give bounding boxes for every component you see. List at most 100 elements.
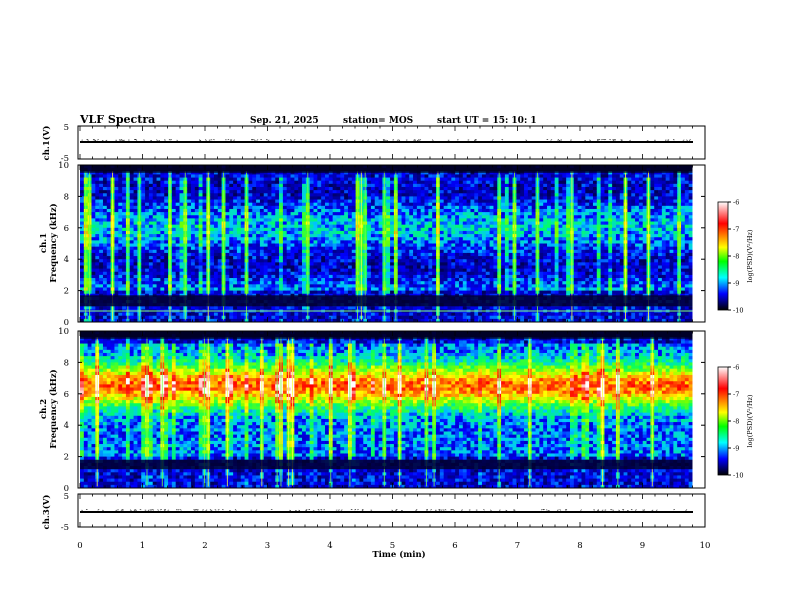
spec1-cell xyxy=(416,227,422,232)
spec1-cell xyxy=(351,212,357,216)
spec1-cell xyxy=(102,290,108,295)
spec1-cell xyxy=(252,205,257,210)
spec1-cell xyxy=(229,281,234,285)
spec1-cell xyxy=(370,252,376,257)
spec1-cell xyxy=(317,177,322,182)
spec1-cell xyxy=(217,240,223,244)
spec1-cell xyxy=(443,290,448,295)
spec1-cell xyxy=(439,215,445,219)
spec1-cell xyxy=(298,259,303,263)
spec1-cell xyxy=(236,212,242,216)
spec1-cell xyxy=(294,174,299,178)
spec1-cell xyxy=(340,306,345,310)
spec1-cell xyxy=(198,284,203,288)
spec1-cell xyxy=(106,268,112,273)
spec1-cell xyxy=(175,212,180,216)
spec1-cell xyxy=(217,246,223,251)
spec1-cell xyxy=(240,190,246,194)
spec1-cell xyxy=(160,224,165,229)
spec1-cell xyxy=(298,230,303,235)
spec1-cell xyxy=(175,256,180,260)
spec1-cell xyxy=(428,215,433,219)
spec1-cell xyxy=(298,221,303,226)
spec1-cell xyxy=(328,287,334,291)
spec1-cell xyxy=(386,290,391,295)
spec1-cell xyxy=(416,243,422,248)
spec1-cell xyxy=(129,265,134,270)
spec1-cell xyxy=(351,221,357,226)
spec1-cell xyxy=(248,281,253,285)
spec1-cell xyxy=(294,230,299,235)
spec1-cell xyxy=(160,237,165,241)
spec1-cell xyxy=(91,312,96,317)
spec1-cell xyxy=(271,208,276,213)
spec1-cell xyxy=(145,290,150,295)
spec1-cell xyxy=(175,205,180,210)
spec1-cell xyxy=(80,259,85,263)
spec1-cell xyxy=(313,171,318,175)
spec1-cell xyxy=(80,243,85,248)
spec1-cell xyxy=(397,274,402,279)
spec1-cell xyxy=(374,265,379,270)
spec1-cell xyxy=(145,205,150,210)
spec1-cell xyxy=(332,284,337,288)
spec1-cell xyxy=(447,290,452,295)
spec1-cell xyxy=(298,240,303,244)
spec1-cell xyxy=(225,196,230,200)
spec1-cell xyxy=(118,265,123,270)
spec1-cell xyxy=(328,259,334,263)
spec1-cell xyxy=(309,224,314,229)
spec1-cell xyxy=(160,218,165,222)
spec1-cell xyxy=(95,256,100,260)
spec1-cell xyxy=(424,274,429,279)
spec1-cell xyxy=(367,271,372,276)
spec1-cell xyxy=(290,249,295,254)
spec1-cell xyxy=(336,240,341,244)
spec1-cell xyxy=(156,202,161,207)
spec1-cell xyxy=(298,262,303,266)
spec1-cell xyxy=(413,230,418,235)
spec1-cell xyxy=(298,183,303,188)
spec1-cell xyxy=(263,278,268,282)
spec1-cell xyxy=(152,193,157,197)
spec1-cell xyxy=(225,271,230,276)
spec1-cell xyxy=(191,230,196,235)
spec1-cell xyxy=(80,312,85,317)
spec1-cell xyxy=(202,271,207,276)
spec1-cell xyxy=(148,183,154,188)
spec1-cell xyxy=(118,237,123,241)
spec1-cell xyxy=(129,234,134,238)
spec1-cell xyxy=(405,177,410,182)
spec1-cell xyxy=(160,196,165,200)
spec1-cell xyxy=(99,180,104,185)
spec1-cell xyxy=(198,290,203,295)
spec1-cell xyxy=(367,190,372,194)
spec1-cell xyxy=(106,208,112,213)
spec1-cell xyxy=(229,196,234,200)
spec1-cell xyxy=(321,256,326,260)
spec1-cell xyxy=(160,265,165,270)
spec1-cell xyxy=(179,212,184,216)
spec1-cell xyxy=(405,274,410,279)
spec1-cell xyxy=(160,315,165,320)
spec1-cell xyxy=(443,262,448,266)
spec1-cell xyxy=(439,199,445,204)
spec1-cell xyxy=(194,230,200,235)
spec1-cell xyxy=(432,190,437,194)
ch1-ytick-top: 5 xyxy=(64,123,69,133)
spec1-cell xyxy=(325,265,330,270)
spec1-cell xyxy=(344,186,349,191)
spec1-cell xyxy=(328,196,334,200)
spec1-cell xyxy=(210,212,215,216)
spec1-cell xyxy=(256,205,261,210)
spec1-cell xyxy=(282,259,288,263)
ch1-trace-noise xyxy=(367,139,370,141)
spec1-cell xyxy=(370,287,376,291)
spec1-cell xyxy=(344,230,349,235)
spec1-cell xyxy=(213,212,219,216)
spec1-cell xyxy=(367,284,372,288)
spec1-cell xyxy=(114,312,119,317)
spec1-cell xyxy=(367,227,372,232)
spec1-cell xyxy=(309,271,314,276)
spec1-cell xyxy=(351,171,357,175)
